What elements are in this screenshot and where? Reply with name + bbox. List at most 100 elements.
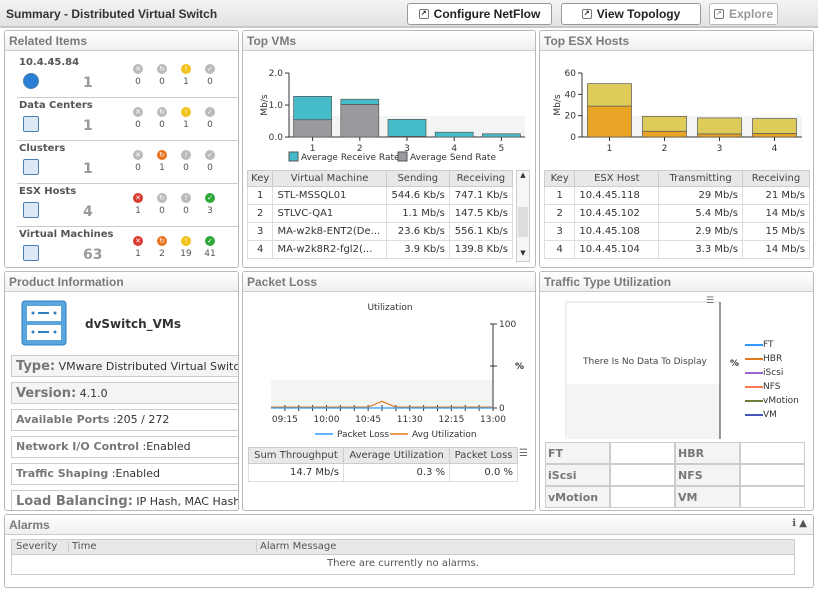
status-count: 0 (159, 206, 165, 216)
x-tick-label: 4 (451, 144, 457, 154)
table-cell: 3 (543, 222, 576, 241)
column-header[interactable]: Severity (16, 541, 58, 552)
status-warning[interactable]: ! 0 (177, 193, 195, 216)
traffic-type-value (610, 442, 675, 464)
column-header[interactable]: Packet Loss (449, 447, 518, 464)
legend-item[interactable]: vMotion (745, 394, 799, 408)
average-utilization: 0.3 % (342, 463, 451, 482)
column-header[interactable]: Transmitting (658, 170, 743, 187)
field-label: Available Ports (16, 413, 110, 426)
status-critical[interactable]: ✕ 0 (129, 64, 147, 87)
y-tick-label: 40 (565, 90, 577, 100)
explore-button[interactable]: ↗ Explore (709, 3, 778, 25)
status-warning[interactable]: ! 1 (177, 107, 195, 130)
related-item[interactable]: 10.4.45.84 1 ✕ 0 ↻ 0! 1 ✓ 0 (17, 55, 238, 98)
info-icon[interactable]: ℹ (792, 518, 797, 529)
status-normal[interactable]: ✓ 0 (201, 107, 219, 130)
legend-item[interactable]: iScsi (745, 366, 799, 380)
table-cell: 1 (246, 186, 274, 205)
status-normal[interactable]: ✓ 0 (201, 150, 219, 173)
configure-netflow-button[interactable]: ↗ Configure NetFlow (407, 3, 552, 25)
status-count: 1 (159, 163, 165, 173)
table-row[interactable]: 1 10.4.45.118 29 Mb/s 21 Mb/s (543, 186, 811, 205)
status-major[interactable]: ↻ 0 (153, 193, 171, 216)
legend-item[interactable]: VM (745, 408, 799, 422)
table-row[interactable]: 2 STLVC-QA1 1.1 Mb/s 147.5 Kb/s (246, 204, 514, 223)
status-critical[interactable]: ✕ 0 (129, 150, 147, 173)
status-critical[interactable]: ✕ 1 (129, 193, 147, 216)
column-header[interactable]: Time (68, 541, 96, 552)
status-normal[interactable]: ✓ 41 (201, 236, 219, 259)
top-esx-hosts-panel: Top ESX Hosts 0 20 40 60 Mb/s 1 2 3 4 Key ESX Hos… (539, 30, 814, 268)
status-major[interactable]: ↻ 1 (153, 150, 171, 173)
status-major[interactable]: ↻ 0 (153, 64, 171, 87)
table-row[interactable]: 3 10.4.45.108 2.9 Mb/s 15 Mb/s (543, 222, 811, 241)
field-label: Type: (16, 359, 56, 374)
scrollbar-thumb[interactable] (518, 207, 528, 237)
bar (293, 96, 332, 121)
vcenter-icon (23, 73, 39, 89)
view-topology-button[interactable]: ↗ View Topology (561, 3, 701, 25)
column-header[interactable]: Receiving (448, 170, 514, 187)
field-value: :Enabled (111, 467, 160, 480)
collapse-icon[interactable]: ▲ (799, 518, 807, 529)
warning-icon: ! (181, 150, 191, 160)
table-cell: 3 (246, 222, 274, 241)
column-header[interactable]: Sum Throughput (248, 447, 344, 464)
related-item[interactable]: Virtual Machines 63 ✕ 1 ↻ 2! 19 ✓ 41 (17, 227, 238, 267)
status-warning[interactable]: ! 1 (177, 64, 195, 87)
legend-item[interactable]: NFS (745, 380, 799, 394)
alarms-table: Severity Time Alarm Message There are cu… (11, 539, 795, 575)
cluster-icon (23, 159, 39, 175)
scroll-up-icon[interactable]: ▲ (520, 171, 526, 179)
table-row[interactable]: 4 10.4.45.104 3.3 Mb/s 14 Mb/s (543, 240, 811, 259)
legend-label: HBR (763, 354, 783, 364)
status-normal[interactable]: ✓ 3 (201, 193, 219, 216)
packet-loss-value: 0.0 % (449, 463, 518, 482)
status-normal[interactable]: ✓ 0 (201, 64, 219, 87)
table-row[interactable]: 1 STL-MSSQL01 544.6 Kb/s 747.1 Kb/s (246, 186, 514, 205)
item-count: 1 (83, 118, 93, 134)
field-value: VMware Distributed Virtual Switch (58, 360, 239, 373)
legend-item[interactable]: FT (745, 338, 799, 352)
header-bar: Summary - Distributed Virtual Switch ↗ Co… (0, 0, 818, 28)
status-major[interactable]: ↻ 0 (153, 107, 171, 130)
status-warning[interactable]: ! 19 (177, 236, 195, 259)
column-header[interactable]: Key (246, 170, 274, 187)
related-item[interactable]: Data Centers 1 ✕ 0 ↻ 0! 1 ✓ 0 (17, 98, 238, 141)
column-header[interactable]: Key (543, 170, 576, 187)
column-header[interactable]: Alarm Message (256, 541, 336, 552)
traffic-type-value (740, 442, 805, 464)
traffic-type-label: HBR (675, 442, 740, 464)
chart-menu-icon[interactable]: ☰ (706, 296, 715, 306)
related-item[interactable]: ESX Hosts 4 ✕ 1 ↻ 0! 0 ✓ 3 (17, 184, 238, 227)
bar (642, 130, 687, 138)
status-warning[interactable]: ! 0 (177, 150, 195, 173)
scroll-down-icon[interactable]: ▼ (520, 249, 526, 257)
bar (387, 119, 427, 137)
scrollbar[interactable]: ▲ ▼ (516, 170, 530, 262)
column-header[interactable]: ESX Host (574, 170, 660, 187)
table-row[interactable]: 4 MA-w2k8R2-fgl2(... 3.9 Kb/s 139.8 Kb/s (246, 240, 514, 259)
table-cell: MA-w2k8-ENT2(De... (272, 222, 387, 241)
table-row[interactable]: 3 MA-w2k8-ENT2(De... 23.6 Kb/s 556.1 Kb/s (246, 222, 514, 241)
chart-title: Utilization (367, 303, 412, 313)
x-tick-label: 2 (662, 144, 668, 154)
legend-item[interactable]: HBR (745, 352, 799, 366)
product-field: Load Balancing: IP Hash, MAC Hash (11, 490, 238, 510)
column-header[interactable]: Receiving (741, 170, 811, 187)
legend-line (745, 386, 763, 388)
column-header[interactable]: Sending (385, 170, 450, 187)
field-value: :205 / 272 (112, 413, 170, 426)
column-chooser-icon[interactable]: ☰ (519, 448, 528, 459)
related-item[interactable]: Clusters 1 ✕ 0 ↻ 1! 0 ✓ 0 (17, 141, 238, 184)
status-critical[interactable]: ✕ 1 (129, 236, 147, 259)
status-major[interactable]: ↻ 2 (153, 236, 171, 259)
column-header[interactable]: Average Utilization (342, 447, 451, 464)
field-label: Network I/O Control (16, 440, 139, 453)
column-header[interactable]: Virtual Machine (272, 170, 387, 187)
status-count: 1 (183, 77, 189, 87)
table-row[interactable]: 2 10.4.45.102 5.4 Mb/s 14 Mb/s (543, 204, 811, 223)
product-field: Available Ports :205 / 272 (11, 409, 238, 431)
status-critical[interactable]: ✕ 0 (129, 107, 147, 130)
